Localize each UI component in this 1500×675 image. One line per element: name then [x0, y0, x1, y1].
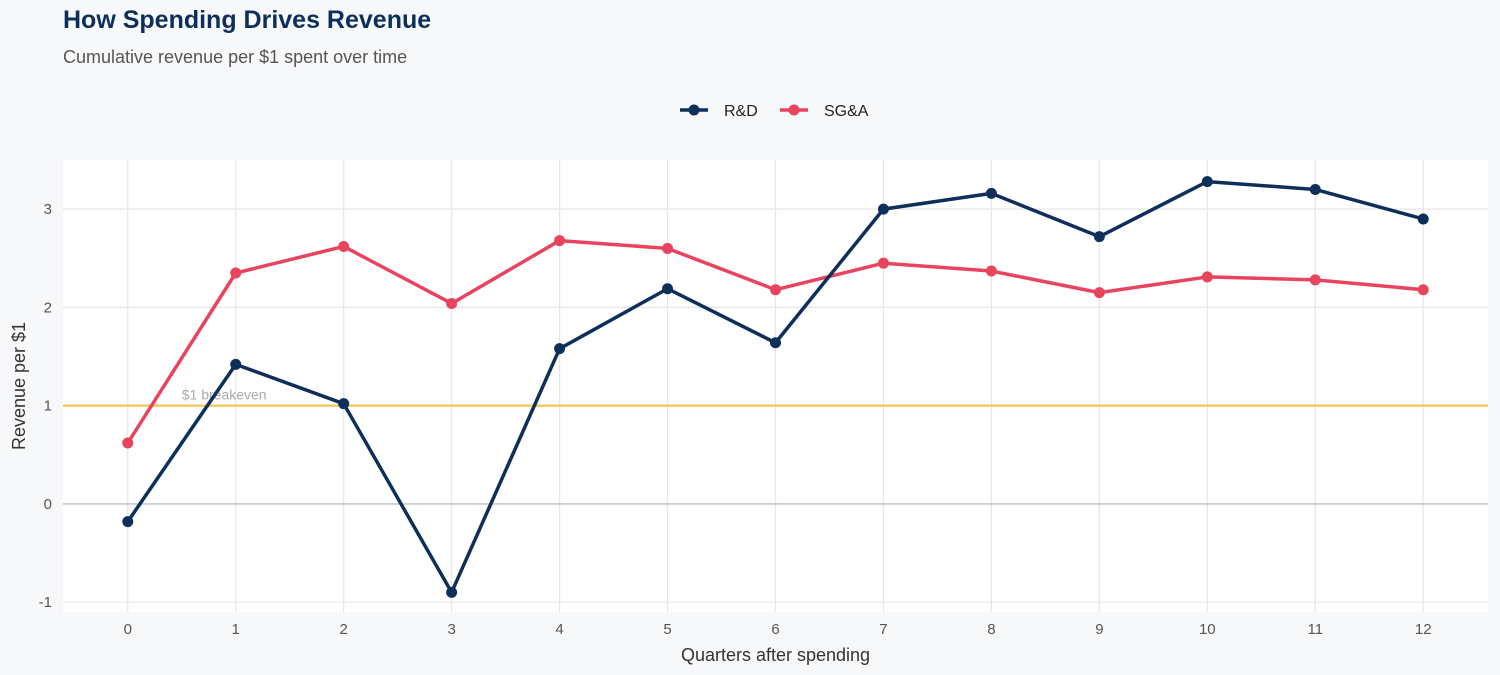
legend-label: SG&A: [824, 103, 869, 120]
y-tick-label: -1: [39, 594, 52, 611]
data-point: [446, 586, 458, 598]
data-point: [985, 187, 997, 199]
data-point: [338, 240, 350, 252]
x-axis-label: Quarters after spending: [681, 645, 870, 665]
data-point: [1417, 284, 1429, 296]
data-point: [662, 242, 674, 254]
x-tick-label: 3: [447, 621, 455, 638]
data-point: [1309, 183, 1321, 195]
x-tick-label: 9: [1095, 621, 1103, 638]
y-tick-label: 0: [44, 496, 52, 513]
data-point: [1309, 274, 1321, 286]
data-point: [338, 398, 350, 410]
legend-label: R&D: [724, 103, 758, 120]
data-point: [770, 337, 781, 349]
x-tick-label: 2: [340, 621, 348, 638]
data-point: [1093, 231, 1105, 243]
data-point: [1201, 176, 1213, 188]
chart-title: How Spending Drives Revenue: [63, 6, 432, 34]
data-point: [770, 284, 781, 296]
x-tick-label: 1: [232, 621, 240, 638]
x-tick-label: 12: [1415, 621, 1432, 638]
data-point: [1093, 287, 1105, 299]
x-tick-label: 6: [771, 621, 779, 638]
chart-subtitle: Cumulative revenue per $1 spent over tim…: [63, 47, 408, 67]
x-tick-label: 8: [987, 621, 995, 638]
x-tick-label: 10: [1199, 621, 1216, 638]
x-tick-label: 11: [1307, 621, 1323, 638]
data-point: [446, 297, 458, 309]
y-tick-label: 3: [44, 201, 52, 218]
data-point: [554, 343, 566, 355]
y-tick-label: 2: [44, 299, 52, 316]
data-point: [1201, 271, 1213, 283]
data-point: [122, 516, 134, 528]
data-point: [230, 267, 242, 279]
x-tick-label: 5: [663, 621, 671, 638]
x-tick-label: 0: [124, 621, 132, 638]
data-point: [877, 257, 889, 269]
legend-key-point: [788, 104, 800, 116]
y-tick-label: 1: [44, 398, 52, 415]
data-point: [985, 265, 997, 277]
x-tick-label: 7: [879, 621, 887, 638]
data-point: [122, 437, 134, 449]
data-point: [230, 358, 242, 370]
y-axis-label: Revenue per $1: [9, 322, 29, 450]
x-tick-label: 4: [555, 621, 563, 638]
data-point: [554, 235, 566, 247]
reference-line-label: $1 breakeven: [182, 387, 267, 403]
legend-key-point: [688, 104, 700, 116]
data-point: [662, 283, 674, 295]
data-point: [1417, 213, 1429, 225]
data-point: [877, 203, 889, 215]
